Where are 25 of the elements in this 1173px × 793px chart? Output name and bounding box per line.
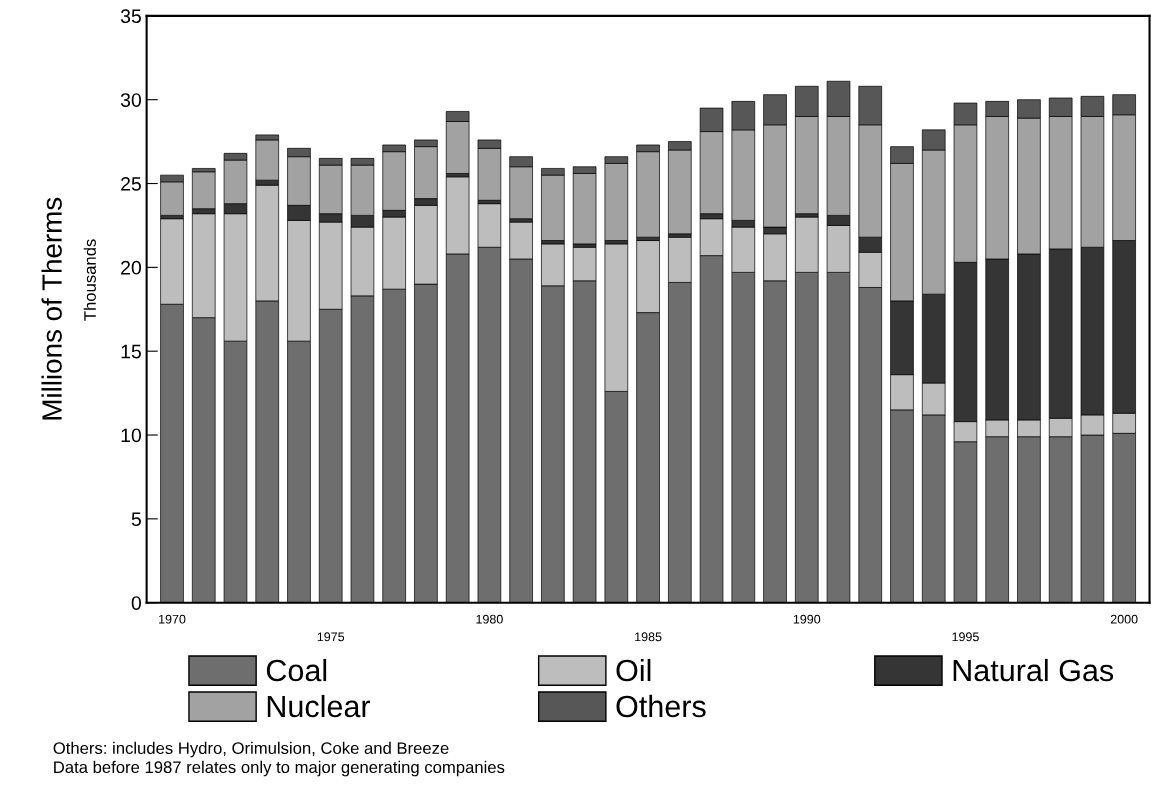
y-tick-label: 0 (131, 596, 141, 610)
x-tick-label: 1975 (317, 632, 345, 642)
text: Others: includes Hydro, Orimulsion, Coke and Breeze (53, 741, 449, 758)
y-tick-label: 15 (121, 344, 141, 359)
text: Thousands (83, 239, 96, 321)
x-tick-label: 1985 (635, 632, 662, 642)
text: Data before 1987 relates only to major generating companies (54, 760, 505, 777)
y-tick-label: 10 (121, 428, 142, 443)
x-tick-label: 1970 (159, 614, 186, 624)
legend-label: Oil (616, 658, 651, 682)
x-tick-label: 1995 (952, 632, 979, 642)
y-tick-label: 35 (120, 9, 141, 24)
y-tick-label: 5 (131, 512, 141, 527)
y-tick-label: 30 (120, 93, 142, 107)
y-tick-label: 25 (121, 176, 141, 191)
legend-label: Natural Gas (953, 658, 1114, 682)
bar (191, 171, 216, 210)
legend-label: Nuclear (267, 694, 371, 718)
y-tick-label: 20 (121, 260, 142, 275)
x-tick-label: 1980 (476, 614, 503, 624)
x-tick-label: 2000 (1110, 614, 1138, 624)
legend-label: Coal (266, 658, 327, 682)
x-tick-label: 1990 (793, 614, 821, 624)
y-axis-title: Millions of Therms (41, 197, 62, 420)
legend-label: Others (616, 694, 706, 718)
